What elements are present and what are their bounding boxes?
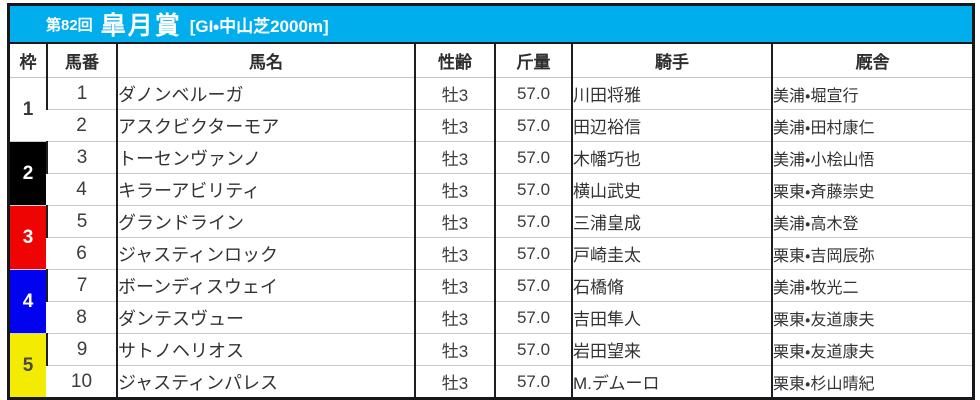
table-row: 8 ダンテスヴュー 牡3 57.0 吉田隼人 栗東・友道康夫 [10, 301, 972, 334]
table-row: 4 キラーアビリティ 牡3 57.0 横山武史 栗東・斉藤崇史 [10, 173, 972, 206]
horse-number: 2 [47, 109, 117, 142]
horse-sex-age: 牡3 [414, 301, 495, 334]
horse-name: トーセンヴァンノ [116, 141, 415, 174]
frame-cell: 3 [10, 205, 47, 270]
horse-jockey: 石橋脩 [571, 269, 772, 302]
horse-name: ボーンディスウェイ [116, 269, 415, 302]
horse-jockey: M.デムーロ [571, 365, 772, 397]
horse-weight: 57.0 [494, 205, 572, 238]
race-edition: 第82回 [46, 16, 93, 34]
table-row: 6 ジャスティンロック 牡3 57.0 戸崎圭太 栗東・吉岡辰弥 [10, 237, 972, 270]
horse-stable: 美浦・高木登 [771, 205, 972, 238]
horse-stable: 美浦・田村康仁 [771, 109, 972, 142]
horse-jockey: 田辺裕信 [571, 109, 772, 142]
table-row: 3 5 グランドライン 牡3 57.0 三浦皇成 美浦・高木登 [10, 205, 972, 270]
horse-sex-age: 牡3 [414, 205, 495, 238]
horse-weight: 57.0 [494, 141, 572, 174]
horse-name: アスクビクターモア [116, 109, 415, 142]
horse-name: ダノンベルーガ [116, 77, 415, 110]
horse-sex-age: 牡3 [414, 141, 495, 174]
race-entry-card: 第82回 皐月賞 [GI・中山芝2000m] 枠 馬番 馬名 性齢 斤量 騎手 … [7, 3, 975, 400]
table-row: 2 3 トーセンヴァンノ 牡3 57.0 木幡巧也 美浦・小桧山悟 [10, 141, 972, 206]
horse-jockey: 三浦皇成 [571, 205, 772, 238]
horse-number: 7 [46, 269, 117, 302]
horse-stable: 栗東・友道康夫 [771, 301, 972, 334]
horse-stable: 美浦・堀宣行 [771, 77, 972, 110]
horse-jockey: 横山武史 [571, 173, 772, 206]
table-row: 2 アスクビクターモア 牡3 57.0 田辺裕信 美浦・田村康仁 [10, 109, 972, 142]
race-conditions: [GI・中山芝2000m] [189, 16, 329, 36]
header-stable: 厩舎 [771, 44, 972, 78]
horse-sex-age: 牡3 [414, 333, 495, 366]
horse-name: ダンテスヴュー [116, 301, 415, 334]
horse-jockey: 吉田隼人 [571, 301, 772, 334]
horse-weight: 57.0 [494, 109, 572, 142]
horse-weight: 57.0 [494, 333, 572, 366]
header-number: 馬番 [46, 44, 117, 78]
horse-sex-age: 牡3 [414, 109, 495, 142]
horse-name: サトノヘリオス [116, 333, 415, 366]
horse-number: 6 [47, 237, 117, 270]
horse-number: 8 [47, 301, 117, 334]
horse-number: 4 [47, 173, 117, 206]
frame-cell: 2 [10, 141, 47, 206]
horse-sex-age: 牡3 [414, 237, 495, 270]
horse-number: 1 [46, 77, 117, 110]
horse-stable: 栗東・友道康夫 [771, 333, 972, 366]
header-frame: 枠 [10, 44, 47, 78]
header-row: 枠 馬番 馬名 性齢 斤量 騎手 厩舎 [10, 44, 972, 78]
horse-stable: 美浦・小桧山悟 [771, 141, 972, 174]
horse-name: ジャスティンロック [116, 237, 415, 270]
horse-jockey: 木幡巧也 [571, 141, 772, 174]
horse-sex-age: 牡3 [414, 365, 495, 397]
horse-stable: 美浦・牧光二 [771, 269, 972, 302]
horse-number: 3 [46, 141, 117, 174]
horse-weight: 57.0 [494, 365, 572, 397]
horse-jockey: 川田将雅 [571, 77, 772, 110]
horse-name: ジャスティンパレス [116, 365, 415, 397]
race-name: 皐月賞 [100, 12, 182, 40]
table-row: 1 1 ダノンベルーガ 牡3 57.0 川田将雅 美浦・堀宣行 [10, 77, 972, 142]
table-row: 10 ジャスティンパレス 牡3 57.0 M.デムーロ 栗東・杉山晴紀 [10, 365, 972, 397]
table-row: 5 9 サトノヘリオス 牡3 57.0 岩田望来 栗東・友道康夫 [10, 333, 972, 397]
horse-weight: 57.0 [494, 237, 572, 270]
header-weight: 斤量 [494, 44, 572, 78]
header-jockey: 騎手 [571, 44, 772, 78]
race-title-bar: 第82回 皐月賞 [GI・中山芝2000m] [10, 6, 972, 44]
horse-stable: 栗東・斉藤崇史 [771, 173, 972, 206]
horse-sex-age: 牡3 [414, 173, 495, 206]
header-name: 馬名 [116, 44, 415, 78]
horse-name: キラーアビリティ [116, 173, 415, 206]
horse-stable: 栗東・杉山晴紀 [771, 365, 972, 397]
horse-weight: 57.0 [494, 173, 572, 206]
frame-cell: 5 [10, 333, 47, 397]
entries-table: 枠 馬番 馬名 性齢 斤量 騎手 厩舎 1 1 ダノンベルーガ 牡3 57.0 … [10, 44, 972, 397]
horse-weight: 57.0 [494, 77, 572, 110]
frame-cell: 4 [10, 269, 47, 334]
frame-cell: 1 [10, 77, 47, 142]
horse-weight: 57.0 [494, 269, 572, 302]
table-row: 4 7 ボーンディスウェイ 牡3 57.0 石橋脩 美浦・牧光二 [10, 269, 972, 334]
header-sex-age: 性齢 [414, 44, 495, 78]
horse-number: 10 [47, 365, 117, 397]
horse-sex-age: 牡3 [414, 77, 495, 110]
horse-weight: 57.0 [494, 301, 572, 334]
horse-jockey: 戸崎圭太 [571, 237, 772, 270]
horse-name: グランドライン [116, 205, 415, 238]
horse-number: 9 [46, 333, 117, 366]
horse-jockey: 岩田望来 [571, 333, 772, 366]
horse-sex-age: 牡3 [414, 269, 495, 302]
horse-number: 5 [46, 205, 117, 238]
horse-stable: 栗東・吉岡辰弥 [771, 237, 972, 270]
